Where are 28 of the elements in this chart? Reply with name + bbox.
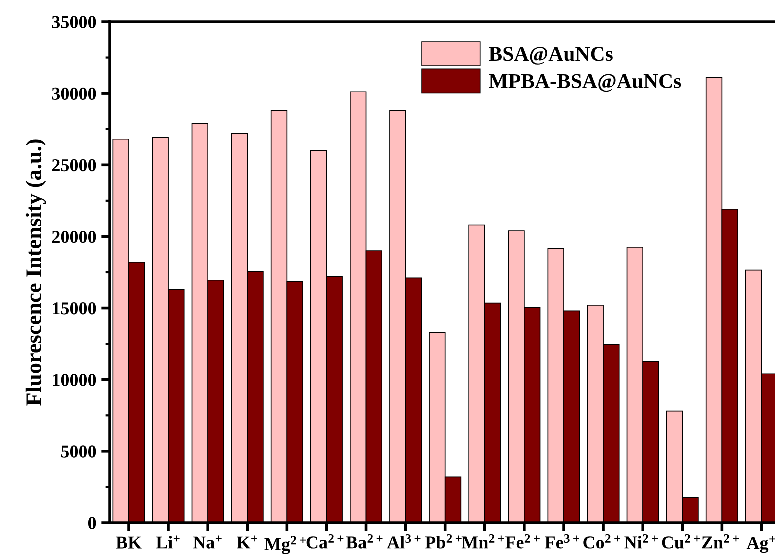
x-tick-label: Mg$^{2+}$: [264, 536, 306, 554]
x-tick-label: Na$^{+}$: [193, 536, 222, 549]
x-tick-label: Cu$^{2+}$: [662, 534, 700, 549]
legend-label: BSA@AuNCs: [489, 47, 613, 65]
y-axis-title: Fluorescence Intensity (a.u.): [26, 140, 46, 406]
x-tick-label: Li$^{+}$: [156, 536, 180, 549]
x-tick-label: Zn$^{2+}$: [702, 534, 740, 549]
y-tick-label: 0: [88, 517, 96, 530]
x-tick-label: Ni$^{2+}$: [624, 534, 658, 549]
x-tick-label: Mn$^{2+}$: [462, 534, 504, 549]
x-tick-label: Ca$^{2+}$: [306, 534, 344, 549]
legend-label: MPBA-BSA@AuNCs: [489, 74, 682, 92]
x-tick-label: Al$^{3+}$: [387, 534, 421, 549]
x-tick-label: K$^{+}$: [237, 536, 258, 549]
x-tick-label: Fe$^{2+}$: [506, 534, 540, 549]
y-tick-label: 30000: [52, 88, 96, 100]
x-tick-label: Pb$^{2+}$: [425, 534, 462, 549]
y-tick-label: 10000: [53, 374, 96, 386]
x-tick-label: Co$^{2+}$: [584, 534, 620, 549]
x-tick-label: Fe$^{3+}$: [545, 534, 580, 549]
y-tick-label: 20000: [52, 230, 96, 244]
x-tick-label: Ba$^{2+}$: [346, 534, 383, 549]
x-tick-label: BK: [116, 536, 142, 549]
x-tick-label: Ag$^{+}$: [746, 536, 775, 554]
y-tick-label: 15000: [53, 302, 96, 315]
y-tick-label: 35000: [52, 16, 96, 28]
y-tick-label: 25000: [52, 159, 96, 172]
y-tick-label: 5000: [61, 446, 96, 458]
